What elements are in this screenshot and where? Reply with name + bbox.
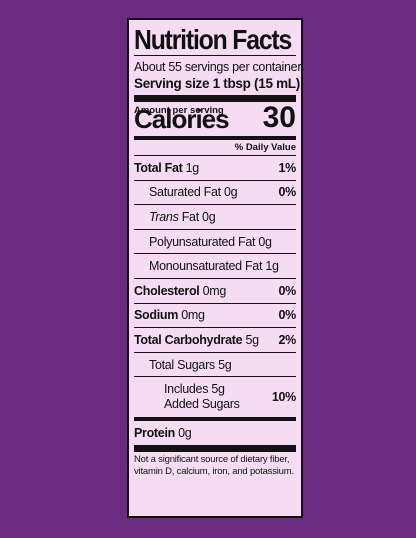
calories-label: Calories	[134, 104, 230, 134]
nutrient-name: Includes 5g	[164, 382, 225, 397]
divider-medium	[134, 417, 296, 422]
nutrient-dv: 2%	[278, 332, 297, 347]
nutrient-row-total-carbohydrate: Total Carbohydrate 5g 2%	[134, 327, 296, 352]
nutrient-row-added-sugars: Includes 5g Added Sugars 10%	[134, 376, 296, 417]
nutrient-amount: Added Sugars	[164, 397, 240, 412]
nutrient-name: Trans	[149, 209, 179, 224]
calories-value: 30	[262, 101, 296, 134]
amount-per-serving: Amount per serving	[134, 105, 224, 116]
footnote: Not a significant source of dietary fibe…	[134, 453, 294, 477]
nutrient-row-saturated-fat: Saturated Fat 0g 0%	[134, 179, 297, 205]
nutrient-row-trans-fat: Trans Fat 0g	[134, 204, 296, 229]
nutrient-amount: 0mg	[202, 283, 227, 298]
nutrient-amount: 0g	[224, 185, 238, 200]
nutrient-row-sodium: Sodium 0mg 0%	[134, 302, 297, 328]
nutrient-amount: 1g	[265, 259, 279, 274]
divider-thick	[134, 444, 296, 452]
nutrient-name: Cholesterol	[134, 283, 200, 298]
divider-thick	[134, 95, 296, 102]
nutrient-amount: 0g	[258, 234, 272, 249]
nutrient-dv: 10%	[271, 390, 296, 405]
nutrient-name: Sodium	[134, 308, 179, 323]
nutrient-name: Monounsaturated Fat	[149, 259, 263, 274]
nutrient-dv: 1%	[278, 160, 297, 175]
daily-value-header: % Daily Value	[234, 142, 296, 153]
nutrient-amount: Fat 0g	[181, 209, 216, 224]
nutrient-row-cholesterol: Cholesterol 0mg 0%	[134, 277, 297, 303]
divider	[134, 55, 296, 56]
nutrient-name: Saturated Fat	[149, 185, 221, 200]
label-title: Nutrition Facts	[134, 24, 292, 55]
nutrient-name: Protein	[134, 426, 175, 441]
nutrient-amount: 1g	[185, 160, 200, 175]
nutrient-amount: 0mg	[181, 308, 205, 323]
nutrient-amount: 5g	[218, 357, 232, 372]
nutrient-row-polyunsaturated-fat: Polyunsaturated Fat 0g	[134, 228, 296, 254]
nutrient-row-protein: Protein 0g	[134, 421, 296, 445]
nutrient-row-total-fat: Total Fat 1g 1%	[134, 155, 296, 180]
nutrient-dv: 0%	[278, 308, 297, 323]
nutrient-amount: 0g	[178, 426, 192, 441]
nutrient-name: Polyunsaturated Fat	[149, 234, 256, 249]
nutrient-row-total-sugars: Total Sugars 5g	[134, 351, 296, 377]
divider-medium	[134, 136, 296, 140]
nutrient-name: Total Sugars	[149, 357, 215, 372]
servings-per-container: About 55 servings per container	[134, 60, 302, 74]
nutrient-amount: 5g	[245, 332, 259, 347]
nutrient-name: Total Fat	[134, 160, 183, 175]
serving-size: Serving size 1 tbsp (15 mL)	[134, 76, 300, 91]
nutrient-dv: 0%	[278, 283, 297, 298]
nutrient-row-monounsaturated-fat: Monounsaturated Fat 1g	[134, 253, 296, 278]
nutrient-dv: 0%	[278, 185, 297, 200]
nutrition-facts-label: Nutrition Facts About 55 servings per co…	[127, 18, 303, 518]
nutrient-name: Total Carbohydrate	[134, 332, 243, 347]
calories-row: Calories 30	[134, 101, 296, 134]
